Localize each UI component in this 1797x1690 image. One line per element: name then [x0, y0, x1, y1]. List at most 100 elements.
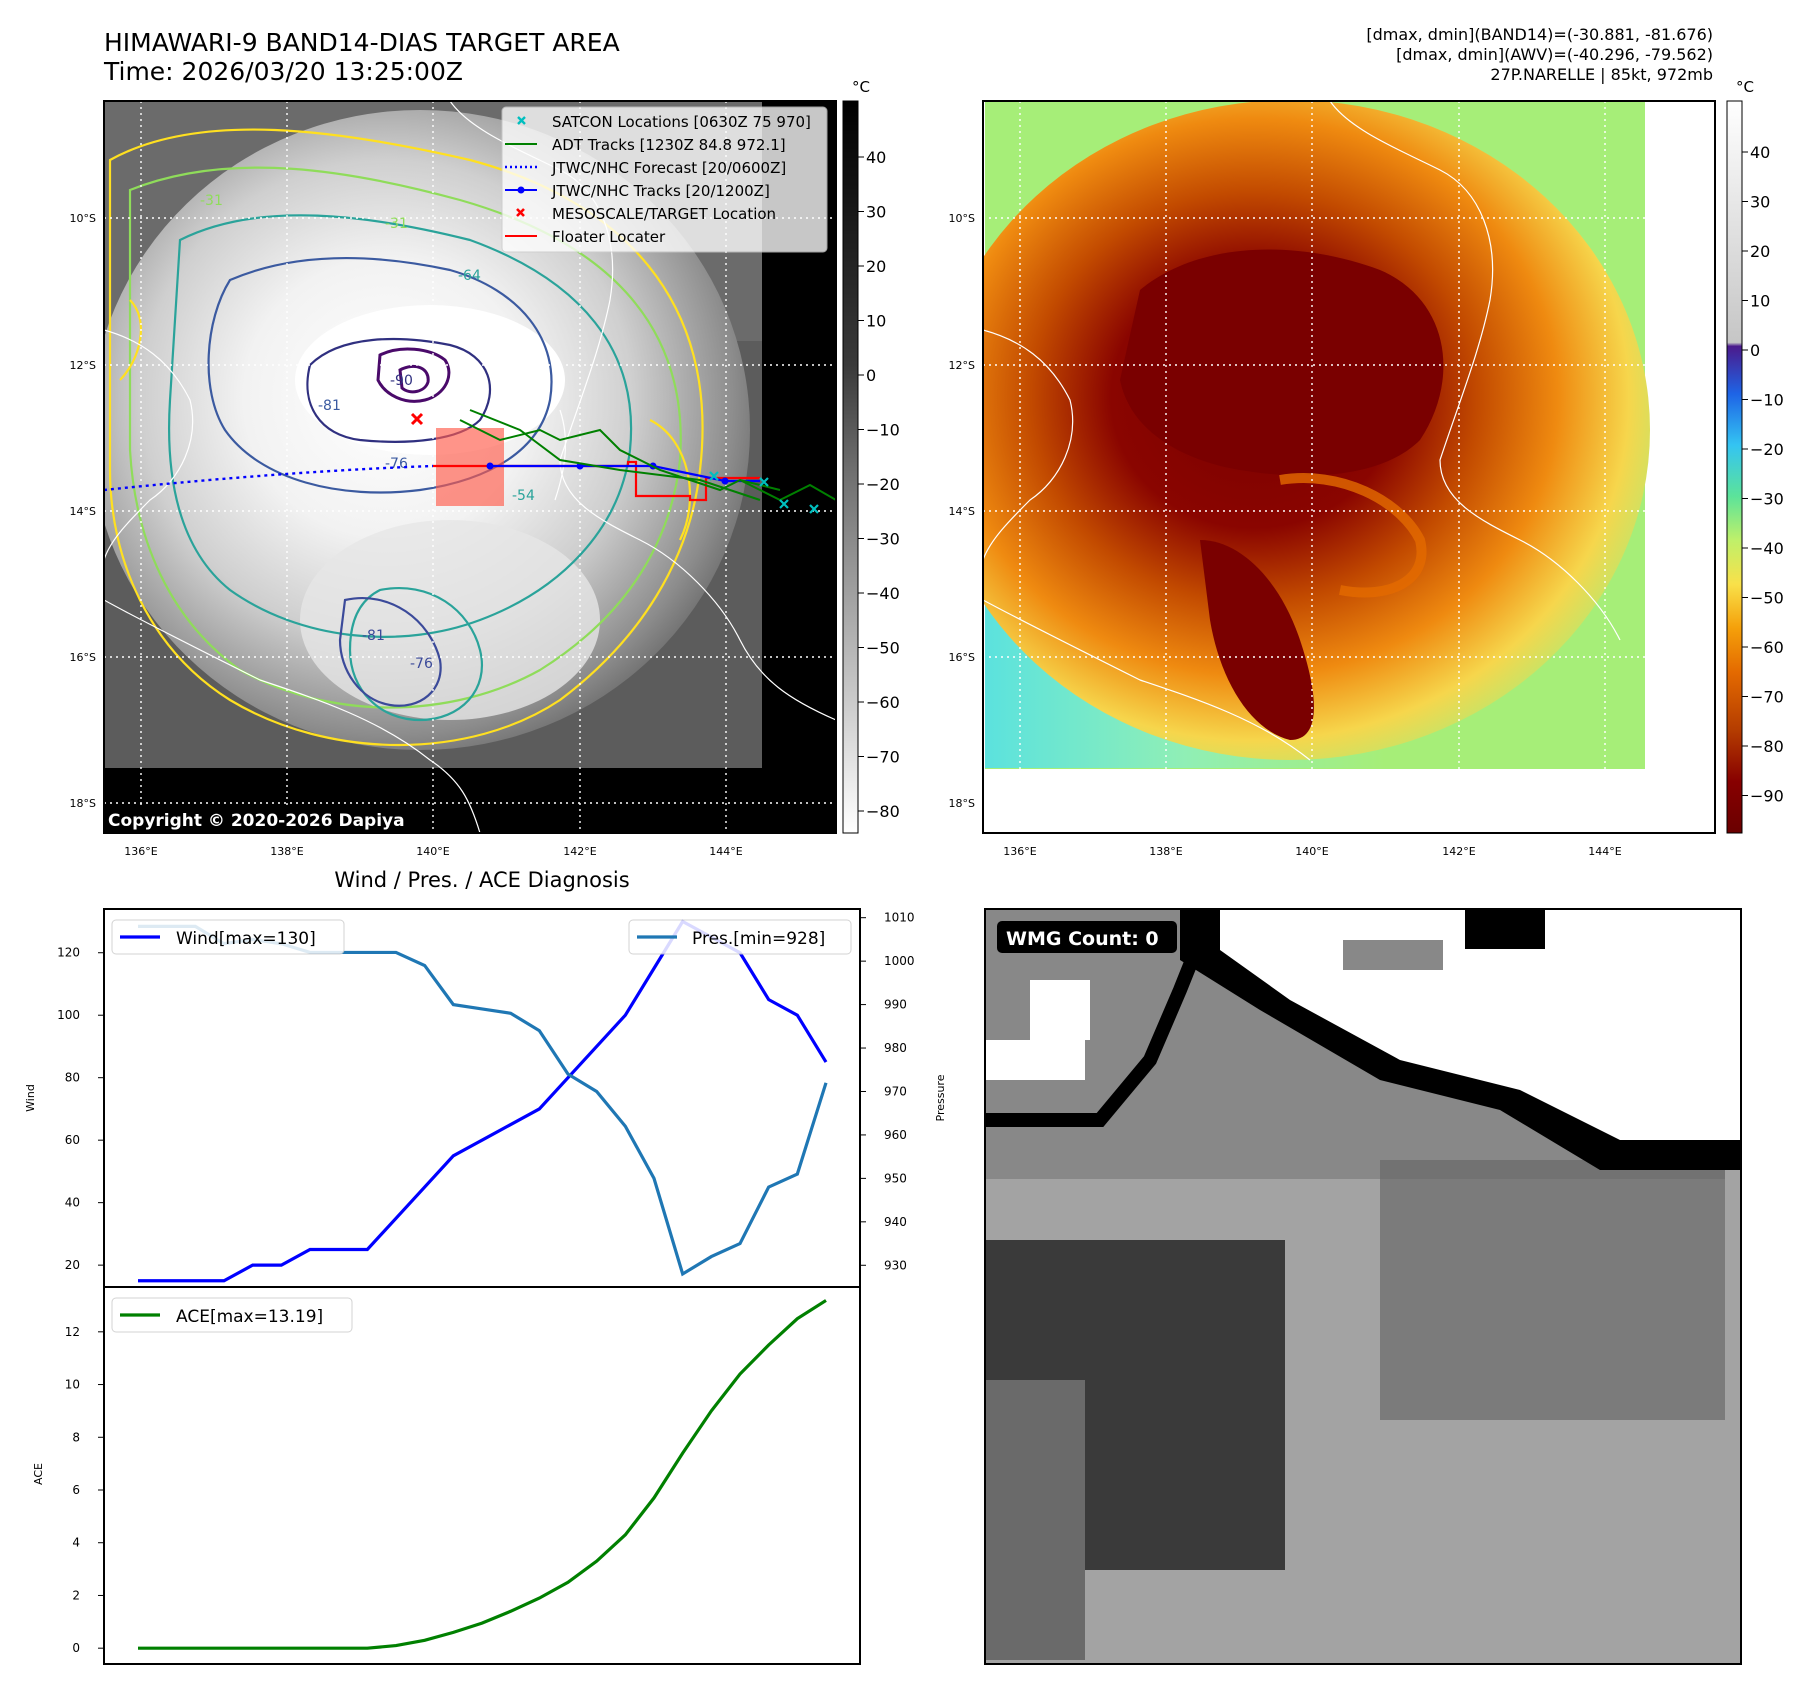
- wind-tick-label: 100: [57, 1008, 80, 1022]
- colorbar-tick-label: −80: [866, 802, 900, 821]
- contour-label: -54: [512, 488, 535, 504]
- wind-tick-label: 80: [65, 1071, 80, 1085]
- lat-tick: 12°S: [70, 359, 96, 372]
- colorbar-tick-label: −50: [866, 639, 900, 658]
- ace-tick-label: 4: [72, 1536, 80, 1550]
- legend-swatch-target: [516, 208, 525, 217]
- colorbar-tick-label: 0: [1750, 341, 1760, 360]
- lon-tick: 144°E: [709, 845, 742, 858]
- lat-tick: 14°S: [70, 505, 96, 518]
- colorbar-tick-label: 40: [866, 148, 886, 167]
- legend-label-floater: Floater Locater: [552, 228, 666, 246]
- lon-tick: 138°E: [270, 845, 303, 858]
- ace-legend-label: ACE[max=13.19]: [176, 1307, 323, 1327]
- wind-tick-label: 40: [65, 1196, 80, 1210]
- copyright-box: [104, 807, 416, 833]
- lon-tick: 144°E: [1588, 845, 1621, 858]
- colorbar-tick-label: 20: [1750, 242, 1770, 261]
- lon-tick: 142°E: [1442, 845, 1475, 858]
- wmg-panel: WMG Count: 0: [984, 908, 1742, 1665]
- colorbar-tick-label: −10: [1750, 391, 1784, 410]
- color-map-panel: 136°E 138°E 140°E 142°E 144°E 10°S 12°S …: [949, 100, 1716, 858]
- contour-label: -31: [385, 216, 408, 232]
- lon-tick: 142°E: [563, 845, 596, 858]
- colorbar-tick-label: −70: [1750, 688, 1784, 707]
- wind-tick-label: 120: [57, 946, 80, 960]
- pressure-tick-label: 980: [884, 1041, 907, 1055]
- colorbar-tick-label: −70: [866, 748, 900, 767]
- ace-legend: ACE[max=13.19]: [111, 1297, 353, 1333]
- pressure-tick-label: 960: [884, 1128, 907, 1142]
- lon-tick: 138°E: [1149, 845, 1182, 858]
- time-stamp: Time: 2026/03/20 13:25:00Z: [103, 57, 463, 86]
- colorbar-tick-label: −10: [866, 421, 900, 440]
- lat-tick: 10°S: [70, 212, 96, 225]
- colorbar-tick-label: 10: [866, 312, 886, 331]
- colorbar-tick-label: −90: [1750, 787, 1784, 806]
- colorbar-tick-label: −20: [866, 475, 900, 494]
- colorbar-tick-label: 30: [1750, 193, 1770, 212]
- contour-label: -90: [390, 373, 413, 389]
- pressure-axis-label: Pressure: [934, 1074, 947, 1121]
- info-awv: [dmax, dmin](AWV)=(-40.296, -79.562): [1396, 45, 1713, 64]
- ace-tick-label: 0: [72, 1641, 80, 1655]
- wind-legend: Wind[max=130]: [111, 919, 345, 955]
- colorbar-tick-label: −40: [866, 584, 900, 603]
- target-location-marker: [410, 412, 424, 426]
- pressure-tick-label: 950: [884, 1171, 907, 1185]
- main-title: HIMAWARI-9 BAND14-DIAS TARGET AREA: [104, 28, 620, 57]
- ace-chart: 0 2 4 6 8 10 12 ACE ACE[max=13.19]: [32, 1286, 861, 1665]
- lat-tick: 18°S: [70, 797, 96, 810]
- pressure-tick-label: 990: [884, 998, 907, 1012]
- contour-label: -81: [362, 628, 385, 644]
- lon-tick: 140°E: [416, 845, 449, 858]
- ace-tick-label: 10: [65, 1378, 80, 1392]
- pressure-tick-label: 1000: [884, 954, 915, 968]
- colorbar-unit: °C: [852, 78, 870, 96]
- ir-map-panel: -31 -31 -64 -81 -90 -76 -54 -81 -76: [70, 100, 837, 858]
- wind-tick-label: 20: [65, 1258, 80, 1272]
- gray-colorbar: °C 40 30 20 10 0 −10 −20 −30 −40 −50 −60 −70 −80: [842, 78, 900, 834]
- adt-tracks: [459, 409, 836, 502]
- ace-series-line: [138, 1299, 827, 1650]
- pressure-tick-label: 1010: [884, 911, 915, 925]
- diagnosis-title: Wind / Pres. / ACE Diagnosis: [334, 868, 629, 892]
- colorbar-tick-label: 30: [866, 203, 886, 222]
- colorbar-tick-label: −80: [1750, 737, 1784, 756]
- coastline-color: [983, 101, 1621, 761]
- pressure-tick-label: 970: [884, 1084, 907, 1098]
- ir-axis-ticks: 136°E 138°E 140°E 142°E 144°E 10°S 12°S …: [70, 212, 743, 858]
- eyewall-cold-tops: [295, 305, 565, 455]
- color-axis-ticks: 136°E 138°E 140°E 142°E 144°E 10°S 12°S …: [949, 212, 1622, 858]
- contour-labels: -31 -31 -64 -81 -90 -76 -54 -81 -76: [200, 193, 535, 672]
- legend-swatch-satcon: [517, 116, 526, 125]
- ace-tick-label: 12: [65, 1325, 80, 1339]
- legend-label-track: JTWC/NHC Tracks [20/1200Z]: [551, 182, 770, 200]
- pressure-tick-label: 930: [884, 1258, 907, 1272]
- legend-label-satcon: SATCON Locations [0630Z 75 970]: [552, 113, 811, 131]
- wind-legend-label: Wind[max=130]: [176, 929, 316, 949]
- color-gridlines: [983, 101, 1715, 833]
- copyright-text: Copyright © 2020-2026 Dapiya: [108, 811, 405, 831]
- colorbar-tick-label: −60: [1750, 638, 1784, 657]
- colorbar-unit: °C: [1736, 78, 1754, 96]
- contour-label: -64: [458, 268, 481, 284]
- pressure-legend-label: Pres.[min=928]: [692, 929, 825, 949]
- info-storm: 27P.NARELLE | 85kt, 972mb: [1490, 65, 1713, 84]
- satcon-markers: [709, 471, 819, 514]
- wind-tick-label: 60: [65, 1133, 80, 1147]
- colorbar-tick-label: −20: [1750, 440, 1784, 459]
- colorbar-tick-label: 10: [1750, 292, 1770, 311]
- colorbar-tick-label: −40: [1750, 539, 1784, 558]
- colorbar-tick-label: −50: [1750, 589, 1784, 608]
- pressure-legend: Pres.[min=928]: [628, 919, 852, 955]
- map-legend: SATCON Locations [0630Z 75 970] ADT Trac…: [501, 106, 828, 253]
- lat-tick: 18°S: [949, 797, 975, 810]
- contour-label: -31: [200, 193, 223, 209]
- lon-tick: 136°E: [1003, 845, 1036, 858]
- info-band14: [dmax, dmin](BAND14)=(-30.881, -81.676): [1366, 25, 1713, 44]
- legend-label-target: MESOSCALE/TARGET Location: [552, 205, 776, 223]
- color-colorbar: °C 40 30 20 10 0 −10 −20 −30 −40 −50 −60 −70 −80 −90: [1726, 78, 1784, 834]
- lat-tick: 14°S: [949, 505, 975, 518]
